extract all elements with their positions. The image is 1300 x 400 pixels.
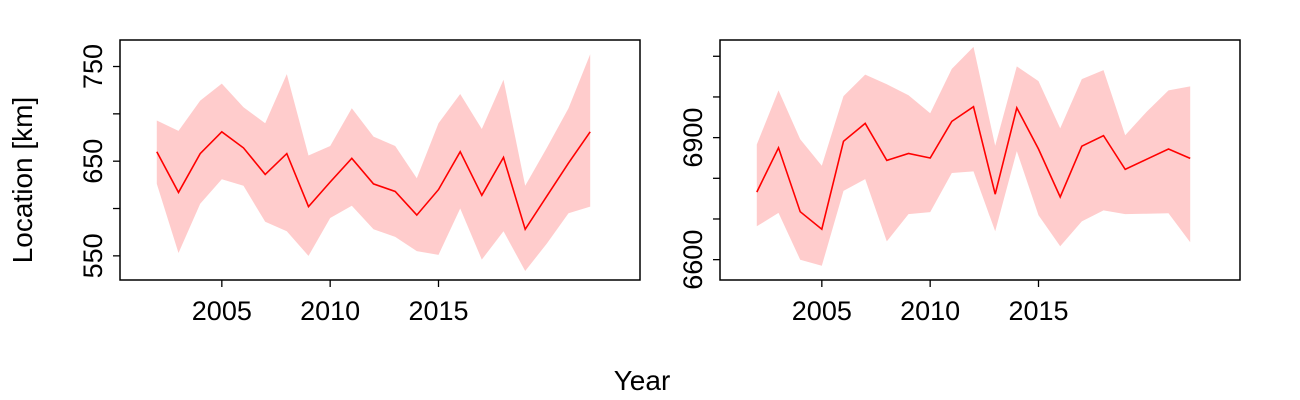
x-tick-label: 2015 xyxy=(408,296,468,326)
series-line xyxy=(756,105,1191,231)
y-tick-label: 6900 xyxy=(678,108,708,168)
right-panel: 2005 2010 2015 6600 6900 xyxy=(678,39,1241,326)
left-panel: 2005 2010 2015 550 650 750 xyxy=(78,39,641,326)
y-tick-label: 750 xyxy=(78,44,108,89)
plot-frame xyxy=(119,39,641,281)
x-tick-label: 2010 xyxy=(300,296,360,326)
x-tick-label: 2005 xyxy=(792,296,852,326)
confidence-band xyxy=(756,46,1191,266)
x-tick-label: 2010 xyxy=(900,296,960,326)
plot-frame xyxy=(719,39,1241,281)
x-tick-label: 2005 xyxy=(192,296,252,326)
series-line xyxy=(156,130,591,232)
confidence-band xyxy=(156,54,591,272)
x-tick-label: 2015 xyxy=(1008,296,1068,326)
y-tick-label: 6600 xyxy=(678,230,708,290)
y-tick-label: 650 xyxy=(78,139,108,184)
y-axis-title: Location [km] xyxy=(7,97,38,264)
y-tick-label: 550 xyxy=(78,233,108,278)
x-axis-title: Year xyxy=(614,365,671,396)
